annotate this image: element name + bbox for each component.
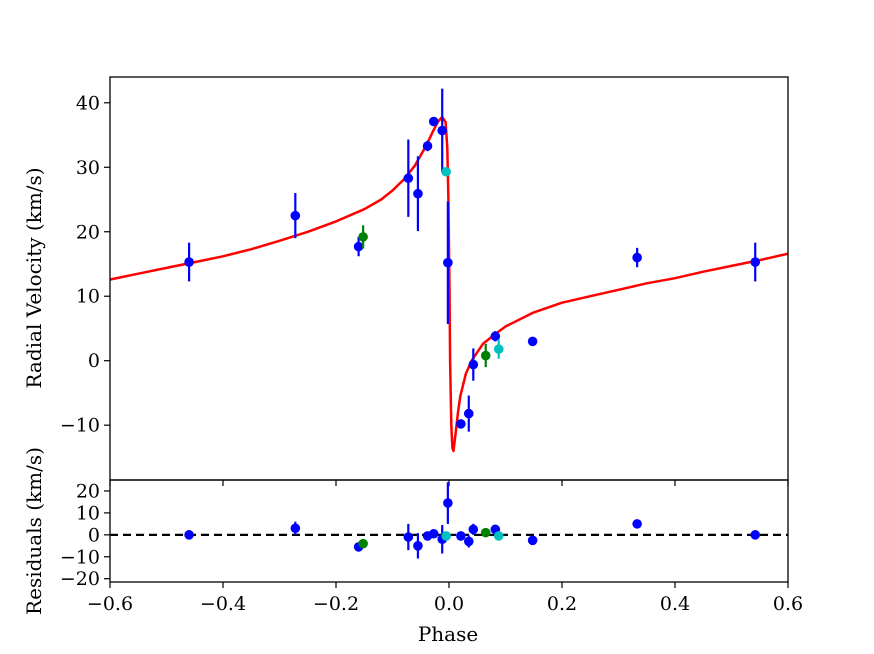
residuals-data-point: [527, 535, 538, 546]
residuals-data-point: [493, 531, 504, 541]
main-data-point: [353, 241, 364, 252]
residuals-plot-area: [110, 482, 788, 559]
residuals-data-point: [480, 527, 491, 538]
main-data-point: [437, 125, 448, 136]
residuals-y-tick-label: 10: [76, 502, 100, 524]
main-data-point: [441, 166, 451, 177]
main-data-point: [463, 408, 474, 419]
main-y-tick-label: 20: [76, 221, 100, 243]
residuals-data-point: [463, 536, 474, 547]
residuals-y-axis-label: Residuals (km/s): [22, 447, 46, 615]
residuals-data-point: [403, 532, 414, 542]
main-data-point: [490, 331, 501, 342]
residuals-data-point: [632, 519, 642, 529]
main-data-point: [750, 257, 761, 267]
residuals-x-tick-label: −0.4: [200, 593, 246, 615]
residuals-data-point: [468, 524, 479, 535]
radial-velocity-panel: −10 0 10 20 30 40: [60, 76, 789, 486]
x-axis-label: Phase: [418, 622, 478, 646]
residuals-data-point: [290, 523, 301, 534]
residuals-data-point: [456, 531, 466, 541]
residuals-data-point: [358, 538, 368, 549]
residuals-x-tick-label: −0.2: [313, 593, 359, 615]
main-data-point: [413, 188, 423, 199]
residuals-y-tick-label: 20: [76, 480, 100, 502]
residuals-x-tick-label: 0.0: [434, 593, 464, 615]
residuals-data-point: [184, 530, 194, 540]
residuals-x-tick-label: −0.6: [87, 593, 133, 615]
main-data-point: [493, 344, 504, 354]
residuals-data-point: [441, 531, 451, 541]
main-data-point: [527, 336, 538, 347]
main-data-point: [428, 116, 439, 127]
main-data-point: [443, 257, 453, 268]
main-data-point: [403, 173, 414, 184]
residuals-x-tick-label: 0.4: [660, 593, 690, 615]
residuals-y-tick-label: 0: [88, 524, 100, 546]
residuals-data-point: [428, 528, 439, 539]
main-y-tick-label: −10: [60, 415, 100, 437]
main-y-tick-label: 30: [76, 157, 100, 179]
main-data-point: [456, 419, 466, 429]
residuals-y-tick-label: −20: [60, 568, 100, 590]
main-data-point: [290, 210, 301, 221]
residuals-x-tick-label: 0.6: [773, 593, 803, 615]
main-y-axis-label: Radial Velocity (km/s): [22, 167, 46, 388]
main-y-tick-label: 40: [76, 92, 100, 114]
residuals-y-tick-label: −10: [60, 546, 100, 568]
main-plot-area: [110, 88, 788, 453]
main-data-point: [184, 257, 194, 267]
main-model-curve: [110, 115, 788, 453]
main-data-point: [422, 141, 433, 151]
main-data-point: [358, 232, 368, 242]
residuals-data-point: [443, 498, 453, 508]
residuals-data-point: [750, 530, 761, 540]
main-data-point: [480, 350, 491, 361]
main-data-point: [632, 252, 642, 263]
main-y-tick-label: 0: [88, 350, 100, 372]
residuals-x-tick-label: 0.2: [547, 593, 577, 615]
residuals-frame: [109, 479, 789, 583]
residuals-data-point: [413, 541, 423, 551]
main-y-tick-label: 10: [76, 286, 100, 308]
main-data-point: [468, 359, 479, 370]
